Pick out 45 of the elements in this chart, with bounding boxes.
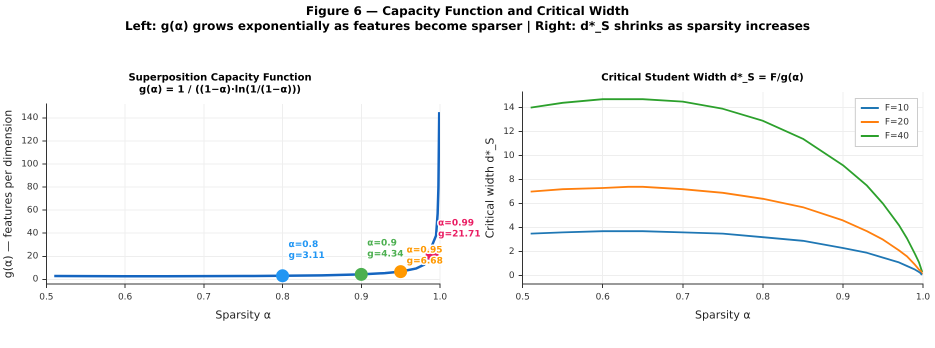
legend-label: F=20 bbox=[884, 117, 910, 128]
x-tick-label: 0.7 bbox=[196, 292, 211, 303]
x-tick-label: 0.8 bbox=[756, 292, 770, 303]
y-tick-label: 2 bbox=[508, 246, 515, 257]
x-tick-label: 1.0 bbox=[432, 292, 448, 303]
data-label: α=0.8 g=3.11 bbox=[288, 240, 325, 261]
x-tick-label: 0.8 bbox=[275, 292, 290, 303]
y-tick-label: 120 bbox=[21, 136, 39, 146]
x-tick-label: 0.9 bbox=[836, 292, 850, 303]
y-tick-label: 0 bbox=[32, 274, 39, 285]
x-tick-label: 0.6 bbox=[596, 292, 610, 303]
y-axis-title: g(α) — features per dimension bbox=[1, 110, 14, 278]
caption: Figure 6 — Capacity Function and Critical Width bbox=[304, 4, 630, 19]
y-tick-label: 8 bbox=[508, 174, 515, 185]
legend-label: F=10 bbox=[884, 103, 910, 114]
x-tick-label: 0.5 bbox=[39, 292, 54, 303]
point bbox=[394, 265, 408, 278]
point bbox=[354, 268, 368, 281]
y-tick-label: 0 bbox=[508, 270, 515, 281]
y-tick-label: 6 bbox=[508, 198, 515, 209]
y-tick-label: 40 bbox=[26, 228, 39, 239]
y-tick-label: 10 bbox=[503, 150, 515, 161]
y-tick-label: 4 bbox=[508, 222, 515, 233]
legend-label: F=40 bbox=[884, 131, 910, 142]
text: Left: g(α) grows exponentially as features become sparser | Right: d*_S shrinks as sparsity increases bbox=[124, 19, 812, 34]
y-tick-label: 20 bbox=[26, 252, 39, 262]
y-tick-label: 12 bbox=[503, 126, 515, 137]
chart-title: Critical Student Width d*_S = F/g(α) bbox=[601, 72, 804, 84]
x-axis-title: Sparsity α bbox=[695, 308, 751, 322]
y-axis-title: Critical width d*_S bbox=[483, 138, 496, 238]
chart-title: Superposition Capacity Function g(α) = 1 / ((1−α)·ln(1/(1−α))) bbox=[128, 72, 312, 96]
x-tick-label: 0.7 bbox=[676, 292, 690, 303]
data-label: α=0.9 g=4.34 bbox=[367, 238, 404, 260]
y-tick-label: 140 bbox=[21, 113, 39, 124]
x-tick-label: 0.9 bbox=[354, 292, 369, 303]
y-tick-label: 100 bbox=[21, 159, 39, 170]
x-tick-label: 1.0 bbox=[916, 292, 930, 303]
x-tick-label: 0.5 bbox=[515, 292, 530, 303]
data-label: α=0.99 g=21.71 bbox=[438, 218, 481, 240]
point bbox=[276, 269, 290, 282]
x-axis-title: Sparsity α bbox=[215, 308, 271, 322]
y-tick-label: 80 bbox=[26, 182, 39, 192]
y-tick-label: 14 bbox=[503, 102, 515, 113]
y-tick-label: 60 bbox=[26, 206, 39, 216]
x-tick-label: 0.6 bbox=[118, 292, 133, 303]
